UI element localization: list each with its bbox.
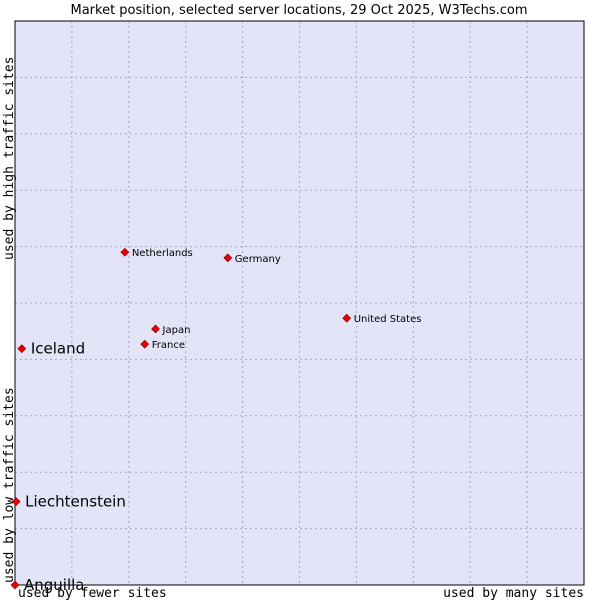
point-marker-japan bbox=[151, 324, 160, 334]
point-label-anguilla: Anguilla bbox=[24, 576, 85, 594]
point-marker-netherlands bbox=[120, 247, 130, 257]
x-axis-label-right: used by many sites bbox=[443, 586, 584, 600]
point-label-netherlands: Netherlands bbox=[132, 248, 193, 259]
point-label-france: France bbox=[152, 340, 185, 351]
point-marker-anguilla bbox=[10, 580, 20, 590]
point-label-united-states: United States bbox=[354, 314, 422, 325]
point-marker-iceland bbox=[17, 344, 27, 354]
grid-lines bbox=[15, 21, 584, 585]
point-label-japan: Japan bbox=[162, 325, 191, 336]
point-marker-france bbox=[140, 339, 150, 349]
point-marker-united-states bbox=[342, 313, 352, 323]
chart-title: Market position, selected server locatio… bbox=[70, 3, 527, 18]
y-axis-label-bottom: used by low traffic sites bbox=[2, 387, 17, 583]
plot-border bbox=[14, 20, 585, 586]
point-label-liechtenstein: Liechtenstein bbox=[25, 493, 126, 511]
data-points: Netherlands Germany United States Japan Fran… bbox=[10, 247, 422, 594]
y-axis-label-top: used by high traffic sites bbox=[2, 57, 17, 261]
x-axis-label-left: used by fewer sites bbox=[18, 586, 167, 600]
point-label-germany: Germany bbox=[235, 254, 281, 265]
point-marker-germany bbox=[223, 253, 233, 263]
point-label-iceland: Iceland bbox=[31, 340, 85, 358]
point-marker-liechtenstein bbox=[11, 497, 21, 506]
